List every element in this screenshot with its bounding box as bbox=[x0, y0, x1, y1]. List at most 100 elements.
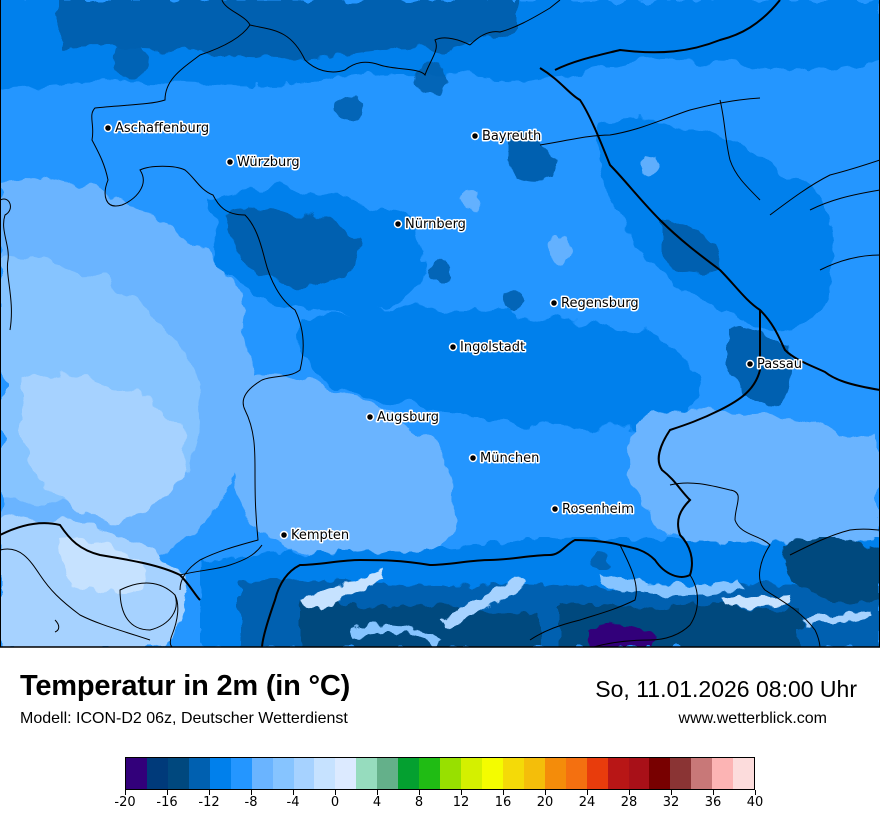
tick-mark bbox=[754, 790, 756, 795]
tick-label: -16 bbox=[156, 795, 178, 810]
tick-label: 20 bbox=[536, 795, 554, 810]
tick-mark bbox=[376, 790, 378, 795]
colorbar-bin bbox=[188, 758, 210, 789]
tick-mark bbox=[460, 790, 462, 795]
city-label: Kempten bbox=[291, 528, 349, 543]
tick-label: 8 bbox=[414, 795, 424, 810]
map-canvas: Aschaffenburg Würzburg Bayreuth Nürnberg Reg… bbox=[0, 0, 880, 648]
city-label: Nürnberg bbox=[405, 217, 466, 232]
tick-mark bbox=[292, 790, 294, 795]
city-label: Rosenheim bbox=[562, 502, 634, 517]
city-label: Augsburg bbox=[377, 410, 439, 425]
tick-mark bbox=[250, 790, 252, 795]
tick-label: 40 bbox=[746, 795, 764, 810]
tick-mark bbox=[586, 790, 588, 795]
colorbar-bin bbox=[628, 758, 650, 789]
city-dot-icon bbox=[365, 412, 375, 422]
colorbar-legend bbox=[125, 757, 755, 790]
city-label: Aschaffenburg bbox=[115, 121, 209, 136]
tick-mark bbox=[670, 790, 672, 795]
tick-mark bbox=[208, 790, 210, 795]
model-info: Modell: ICON-D2 06z, Deutscher Wetterdie… bbox=[20, 710, 348, 727]
tick-label: -12 bbox=[198, 795, 220, 810]
city-marker: Augsburg bbox=[365, 409, 441, 427]
city-dot-icon bbox=[225, 157, 235, 167]
city-marker: Nürnberg bbox=[393, 216, 467, 234]
city-label: Bayreuth bbox=[482, 129, 541, 144]
city-label: Würzburg bbox=[237, 155, 300, 170]
tick-mark bbox=[712, 790, 714, 795]
temperature-map: Aschaffenburg Würzburg Bayreuth Nürnberg Reg… bbox=[0, 0, 880, 648]
city-marker: Bayreuth bbox=[470, 128, 543, 146]
colorbar-ticks: -20 -16 -12 -8 -4 0 4 8 12 16 20 24 28 32 36 40 bbox=[114, 790, 763, 820]
tick-label: 36 bbox=[704, 795, 722, 810]
city-dot-icon bbox=[468, 453, 478, 463]
tick-mark bbox=[628, 790, 630, 795]
city-label: Ingolstadt bbox=[460, 340, 525, 355]
colorbar-bin bbox=[356, 758, 378, 789]
colorbar-bin bbox=[272, 758, 294, 789]
colorbar-bin bbox=[230, 758, 252, 789]
colorbar-bin bbox=[670, 758, 692, 789]
colorbar-bin bbox=[209, 758, 231, 789]
tick-label: 4 bbox=[372, 795, 382, 810]
website-link[interactable]: www.wetterblick.com bbox=[678, 710, 827, 727]
city-marker: Kempten bbox=[279, 527, 351, 545]
city-dot-icon bbox=[393, 219, 403, 229]
colorbar-bin bbox=[607, 758, 629, 789]
colorbar-bin bbox=[481, 758, 503, 789]
tick-label: -20 bbox=[114, 795, 136, 810]
tick-mark bbox=[124, 790, 126, 795]
colorbar-bin bbox=[544, 758, 566, 789]
colorbar-bin bbox=[712, 758, 734, 789]
city-label: Passau bbox=[757, 357, 802, 372]
city-dot-icon bbox=[549, 298, 559, 308]
tick-mark bbox=[334, 790, 336, 795]
city-marker: Passau bbox=[745, 356, 803, 374]
colorbar-bin bbox=[649, 758, 671, 789]
tick-label: 12 bbox=[452, 795, 470, 810]
colorbar-bin bbox=[251, 758, 273, 789]
city-dot-icon bbox=[279, 530, 289, 540]
colorbar-bin bbox=[146, 758, 168, 789]
tick-mark bbox=[166, 790, 168, 795]
colorbar-bin bbox=[398, 758, 420, 789]
colorbar-bin bbox=[733, 758, 755, 789]
colorbar-bin bbox=[335, 758, 357, 789]
colorbar-bin bbox=[586, 758, 608, 789]
colorbar-bin bbox=[461, 758, 482, 789]
colorbar-bin bbox=[167, 758, 189, 789]
colorbar-bin bbox=[419, 758, 441, 789]
tick-label: 16 bbox=[494, 795, 512, 810]
city-dot-icon bbox=[745, 359, 755, 369]
colorbar-bin bbox=[502, 758, 524, 789]
colorbar-bin bbox=[440, 758, 461, 789]
city-marker: München bbox=[468, 450, 541, 468]
tick-mark bbox=[502, 790, 504, 795]
city-label: Regensburg bbox=[561, 296, 639, 311]
city-dot-icon bbox=[103, 123, 113, 133]
tick-label: -8 bbox=[244, 795, 258, 810]
city-marker: Aschaffenburg bbox=[103, 120, 211, 138]
city-label: München bbox=[480, 451, 539, 466]
borders bbox=[0, 0, 880, 647]
city-marker: Regensburg bbox=[549, 295, 640, 313]
colorbar-bin bbox=[523, 758, 545, 789]
city-dot-icon bbox=[448, 342, 458, 352]
tick-label: -4 bbox=[286, 795, 300, 810]
city-dot-icon bbox=[470, 131, 480, 141]
colorbar-bin bbox=[293, 758, 315, 789]
city-marker: Würzburg bbox=[225, 154, 301, 172]
tick-label: 24 bbox=[578, 795, 596, 810]
valid-datetime: So, 11.01.2026 08:00 Uhr bbox=[595, 676, 857, 702]
city-dot-icon bbox=[550, 504, 560, 514]
colorbar-bin bbox=[314, 758, 336, 789]
colorbar-bin bbox=[126, 758, 147, 789]
tick-mark bbox=[544, 790, 546, 795]
temperature-field bbox=[0, 0, 880, 647]
city-marker: Ingolstadt bbox=[448, 339, 527, 357]
tick-label: 0 bbox=[330, 795, 340, 810]
colorbar-bin bbox=[691, 758, 713, 789]
tick-mark bbox=[418, 790, 420, 795]
tick-label: 28 bbox=[620, 795, 638, 810]
